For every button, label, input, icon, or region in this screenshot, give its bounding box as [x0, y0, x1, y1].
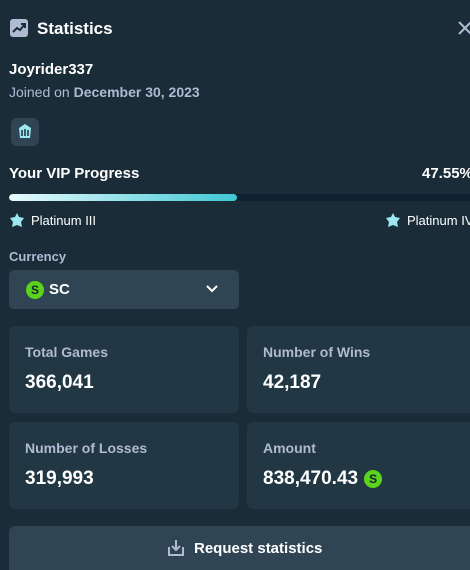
stat-number: 366,041 — [25, 372, 94, 393]
download-icon — [168, 540, 184, 556]
progress-fill — [9, 194, 238, 201]
username: Joyrider337 — [9, 61, 94, 78]
joined-prefix: Joined on — [9, 84, 70, 100]
coin-icon: S — [26, 281, 44, 299]
stat-number: 838,470.43 — [263, 468, 359, 489]
currency-value: SC — [49, 281, 70, 298]
title: Statistics — [37, 19, 113, 38]
request-label: Request statistics — [194, 540, 323, 557]
level-icon — [386, 213, 400, 227]
close-button[interactable] — [458, 21, 470, 35]
stat-label: Amount — [263, 440, 316, 456]
stat-label: Total Games — [25, 344, 108, 360]
stat-card: Total Games 366,041 — [9, 326, 239, 413]
vip-badge — [11, 118, 39, 146]
vip-percent: 47.55% — [422, 165, 470, 182]
currency-label: Currency — [9, 249, 67, 264]
stat-label: Number of Wins — [263, 344, 371, 360]
stat-value: 838,470.43 S — [263, 468, 383, 490]
stat-value: 319,993 — [25, 468, 94, 490]
joined-date: December 30, 2023 — [73, 84, 200, 100]
level-icon — [10, 213, 24, 227]
stats-icon — [10, 19, 28, 37]
current-level: Platinum III — [31, 213, 97, 228]
vip-title: Your VIP Progress — [9, 165, 140, 182]
joined: Joined on December 30, 2023 — [9, 84, 200, 100]
progress-track — [9, 194, 470, 201]
request-button[interactable]: Request statistics — [9, 526, 470, 570]
next-level: Platinum IV — [407, 213, 470, 228]
stat-card: Number of Losses 319,993 — [9, 422, 239, 509]
stat-card: Amount 838,470.43 S — [247, 422, 470, 509]
stat-label: Number of Losses — [25, 440, 148, 456]
stat-card: Number of Wins 42,187 — [247, 326, 470, 413]
chevron — [206, 285, 218, 293]
stat-number: 319,993 — [25, 468, 94, 489]
stat-value: 42,187 — [263, 372, 321, 394]
stat-value: 366,041 — [25, 372, 94, 394]
coin-icon: S — [364, 470, 383, 488]
stat-number: 42,187 — [263, 372, 322, 393]
currency-dropdown[interactable]: S SC — [9, 270, 239, 309]
